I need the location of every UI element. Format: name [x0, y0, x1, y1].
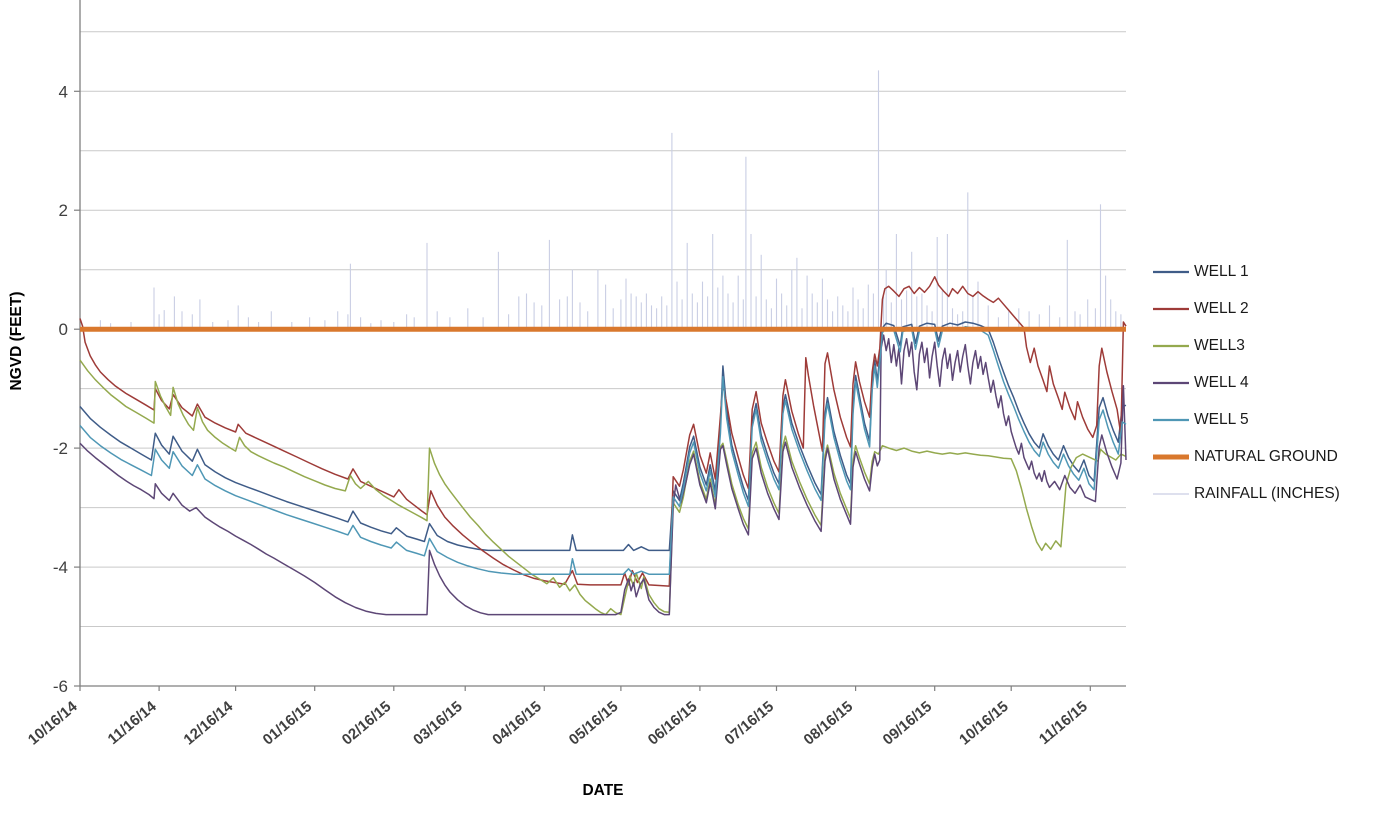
legend-line-swatch-well-2 [1153, 307, 1189, 310]
x-tick-label: 03/16/15 [410, 698, 466, 749]
line-chart-plot-area: -6 -4 -2 0 2 4 10/16/14 11/16/14 12/16/14 01/16/1… [25, 0, 1127, 749]
x-tick-label: 11/16/14 [105, 698, 161, 748]
x-tick-label: 05/16/15 [566, 698, 622, 749]
x-tick-label: 11/16/15 [1036, 698, 1091, 748]
y-tick-label: 2 [59, 201, 68, 220]
legend-line-swatch-well-5 [1153, 418, 1189, 421]
legend-item-well-2: WELL 2 [1152, 290, 1340, 327]
y-tick-label: -2 [53, 439, 68, 458]
series-line-3 [79, 334, 1127, 616]
x-tick-label: 12/16/14 [181, 698, 237, 749]
x-tick-label: 08/16/15 [801, 698, 857, 749]
legend-label-well-4: WELL 4 [1194, 373, 1249, 391]
legend-label-natural-ground: NATURAL GROUND [1194, 447, 1338, 465]
legend-label-rainfall-inches: RAINFALL (INCHES) [1194, 484, 1340, 502]
y-tick-label: 0 [59, 320, 68, 339]
legend-label-well-2: WELL 2 [1194, 299, 1249, 317]
legend-item-well-5: WELL 5 [1152, 401, 1340, 438]
x-tick-label: 02/16/15 [339, 698, 395, 749]
x-tick-label: 04/16/15 [489, 698, 545, 749]
series-line-1 [79, 276, 1127, 587]
y-tick-label: -4 [53, 558, 68, 577]
x-axis-title: DATE [582, 782, 624, 799]
x-tick-label: 10/16/14 [25, 698, 81, 749]
y-axis-title: NGVD (FEET) [8, 291, 25, 391]
legend-line-swatch-rainfall-inches [1153, 492, 1189, 495]
y-tick-label: -6 [53, 677, 68, 696]
legend-item-well-1: WELL 1 [1152, 253, 1340, 290]
legend-line-swatch-natural-ground [1153, 454, 1189, 459]
legend-label-well3: WELL3 [1194, 336, 1245, 354]
legend-line-swatch-well-1 [1153, 270, 1189, 273]
legend-line-swatch-well-4 [1153, 381, 1189, 384]
x-tick-label: 10/16/15 [956, 698, 1012, 749]
legend-item-well-4: WELL 4 [1152, 364, 1340, 401]
chart-legend: WELL 1 WELL 2 WELL3 WELL 4 WELL 5 NATURAL GRO… [1152, 253, 1340, 512]
legend-label-well-1: WELL 1 [1194, 262, 1249, 280]
y-tick-label: 4 [59, 82, 68, 101]
x-tick-label: 07/16/15 [721, 698, 777, 749]
series-line-2 [79, 359, 1127, 616]
series-line-0 [79, 321, 1127, 552]
x-tick-label: 01/16/15 [260, 698, 316, 749]
legend-line-swatch-well3 [1153, 344, 1189, 347]
series-line-4 [79, 326, 1127, 575]
legend-item-rainfall-inches: RAINFALL (INCHES) [1152, 475, 1340, 512]
legend-item-natural-ground: NATURAL GROUND [1152, 438, 1340, 475]
x-tick-label: 09/16/15 [880, 698, 936, 749]
legend-label-well-5: WELL 5 [1194, 410, 1249, 428]
legend-item-well3: WELL3 [1152, 327, 1340, 364]
x-tick-label: 06/16/15 [645, 698, 701, 749]
